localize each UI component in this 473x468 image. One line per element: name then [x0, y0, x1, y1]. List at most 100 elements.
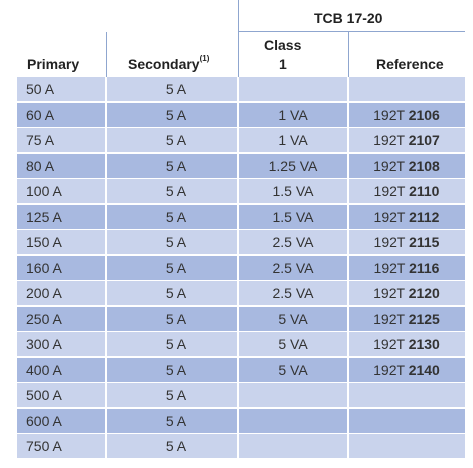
column-separator [105, 358, 107, 382]
table-row: 600 A 5 A [17, 409, 465, 433]
table-row: 125 A 5 A 1.5 VA 192T 2112 [17, 205, 465, 229]
column-separator [347, 77, 349, 101]
table-row: 250 A 5 A 5 VA 192T 2125 [17, 307, 465, 331]
reference-prefix: 192T [373, 234, 410, 250]
secondary-current-cell: 5 A [165, 209, 187, 225]
column-header-primary: Primary [27, 56, 80, 72]
reference-cell [348, 383, 465, 407]
column-separator [347, 434, 349, 458]
table-row: 150 A 5 A 2.5 VA 192T 2115 [17, 230, 465, 254]
reference-prefix: 192T [373, 311, 409, 327]
column-separator [347, 358, 349, 382]
primary-current-cell: 125 A [26, 209, 62, 225]
column-separator [237, 434, 239, 458]
class-burden-cell: 2.5 VA [272, 234, 314, 250]
table-row: 400 A 5 A 5 VA 192T 2140 [17, 358, 465, 382]
reference-cell: 192T 2120 [348, 281, 465, 305]
header-divider [348, 32, 349, 77]
column-separator [237, 154, 239, 178]
column-separator [105, 154, 107, 178]
column-separator [237, 230, 239, 254]
reference-code: 2130 [408, 336, 440, 352]
primary-current-cell: 300 A [26, 336, 62, 352]
reference-cell: 192T 2115 [348, 230, 465, 254]
reference-cell: 192T 2107 [348, 128, 465, 152]
reference-prefix: 192T [373, 260, 410, 276]
reference-cell [348, 77, 465, 101]
column-separator [105, 434, 107, 458]
column-separator [105, 77, 107, 101]
reference-cell: 192T 2140 [348, 358, 465, 382]
reference-code: 2115 [409, 234, 440, 250]
reference-code: 2107 [408, 132, 440, 148]
reference-prefix: 192T [373, 336, 409, 352]
column-separator [105, 230, 107, 254]
column-separator [347, 256, 349, 280]
column-separator [105, 307, 107, 331]
secondary-current-cell: 5 A [165, 362, 187, 378]
column-separator [237, 179, 239, 203]
reference-prefix: 192T [373, 132, 409, 148]
class-burden-cell: 2.5 VA [272, 260, 314, 276]
table-header: TCB 17-20 Primary Secondary(1) Class 1 R… [17, 0, 465, 77]
class-burden-cell [238, 409, 348, 433]
reference-cell: 192T 2108 [348, 154, 465, 178]
secondary-current-cell: 5 A [165, 285, 187, 301]
secondary-current-cell: 5 A [165, 260, 187, 276]
reference-cell [348, 409, 465, 433]
reference-prefix: 192T [373, 107, 409, 123]
reference-prefix: 192T [373, 183, 410, 199]
class-burden-cell: 1 VA [278, 107, 308, 123]
table-row: 750 A 5 A [17, 434, 465, 458]
column-separator [237, 128, 239, 152]
header-divider [238, 0, 239, 77]
column-separator [105, 205, 107, 229]
table-row: 200 A 5 A 2.5 VA 192T 2120 [17, 281, 465, 305]
column-separator [237, 77, 239, 101]
primary-current-cell: 100 A [26, 183, 62, 199]
reference-cell: 192T 2110 [348, 179, 465, 203]
reference-code: 2110 [409, 183, 440, 199]
reference-cell: 192T 2130 [348, 332, 465, 356]
reference-code: 2108 [408, 158, 440, 174]
reference-code: 2112 [409, 209, 440, 225]
reference-prefix: 192T [373, 158, 409, 174]
column-separator [347, 383, 349, 407]
secondary-current-cell: 5 A [165, 234, 187, 250]
column-separator [347, 128, 349, 152]
column-separator [347, 281, 349, 305]
column-header-secondary-label: Secondary [128, 56, 200, 72]
column-separator [237, 332, 239, 356]
column-separator [237, 383, 239, 407]
column-separator [347, 230, 349, 254]
column-separator [237, 205, 239, 229]
reference-cell: 192T 2116 [348, 256, 465, 280]
column-separator [347, 205, 349, 229]
class-burden-cell: 5 VA [278, 336, 308, 352]
secondary-current-cell: 5 A [165, 132, 187, 148]
column-separator [105, 103, 107, 127]
primary-current-cell: 80 A [26, 158, 55, 174]
class-burden-cell: 1.5 VA [272, 183, 314, 199]
column-separator [347, 409, 349, 433]
table-row: 80 A 5 A 1.25 VA 192T 2108 [17, 154, 465, 178]
primary-current-cell: 60 A [26, 107, 55, 123]
secondary-current-cell: 5 A [165, 387, 187, 403]
primary-current-cell: 250 A [26, 311, 62, 327]
reference-code: 2140 [408, 362, 440, 378]
reference-code: 2125 [408, 311, 440, 327]
reference-code: 2106 [408, 107, 440, 123]
class-burden-cell: 5 VA [278, 311, 308, 327]
primary-current-cell: 400 A [26, 362, 62, 378]
header-divider [106, 32, 107, 77]
group-title: TCB 17-20 [314, 10, 383, 26]
column-separator [237, 358, 239, 382]
class-burden-cell: 1 VA [278, 132, 308, 148]
class-burden-cell [238, 77, 348, 101]
secondary-current-cell: 5 A [165, 107, 187, 123]
reference-code: 2116 [409, 260, 440, 276]
group-title-rule [238, 31, 465, 32]
table-row: 160 A 5 A 2.5 VA 192T 2116 [17, 256, 465, 280]
column-separator [237, 281, 239, 305]
table-row: 75 A 5 A 1 VA 192T 2107 [17, 128, 465, 152]
